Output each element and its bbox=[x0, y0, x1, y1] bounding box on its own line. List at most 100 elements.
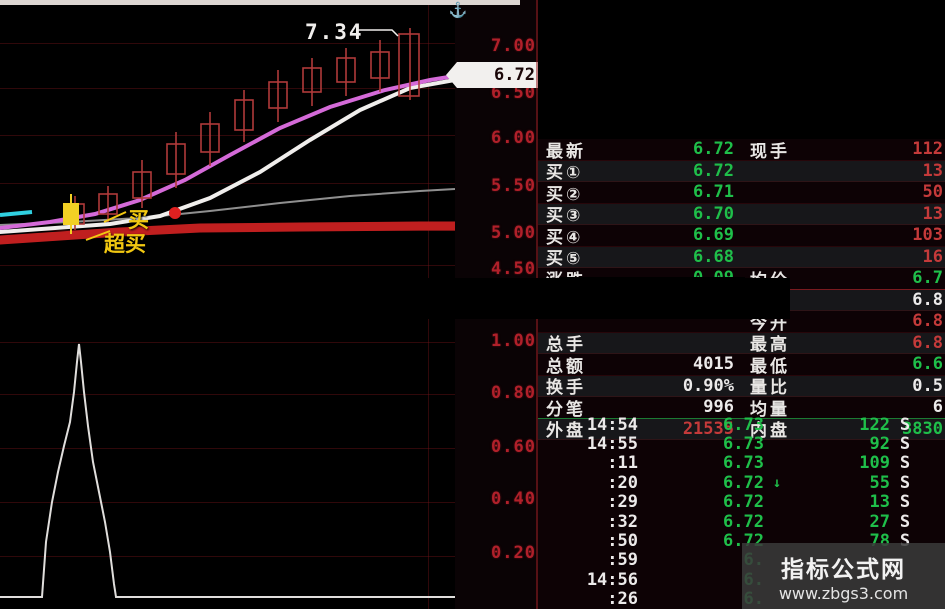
axis-tick: 6.50 bbox=[491, 83, 536, 103]
tick-price: 6.73 bbox=[723, 414, 764, 435]
tick-direction-arrow: ↓ bbox=[772, 474, 782, 491]
quote-row[interactable]: 买⑤ 6.68 16 bbox=[538, 246, 945, 270]
quote-row-value2: 6.7 bbox=[912, 268, 943, 289]
tick-volume: 13 bbox=[869, 492, 890, 513]
quote-row-label: 买① bbox=[546, 163, 584, 184]
axis-tick: 1.00 bbox=[491, 331, 536, 351]
tick-side: S bbox=[899, 531, 911, 552]
window-topbar bbox=[0, 0, 520, 5]
quote-row[interactable]: 总手 最高 6.8 bbox=[538, 332, 945, 356]
quote-row-label: 总额 bbox=[546, 356, 586, 377]
quote-row-label: 买③ bbox=[546, 206, 584, 227]
quote-row-value1: 21535 bbox=[682, 418, 734, 439]
quote-row-label2: 量比 bbox=[750, 378, 790, 399]
axis-tick: 6.00 bbox=[491, 128, 536, 148]
high-price-label: 7.34 bbox=[305, 20, 364, 44]
tick-price: 6.72 bbox=[723, 511, 764, 532]
anchor-icon[interactable]: ⚓ bbox=[448, 2, 468, 19]
tick-price: 6.72 bbox=[723, 472, 764, 493]
quote-row[interactable]: 分笔 996 均量 6 bbox=[538, 397, 945, 420]
indicator-series-svg bbox=[0, 343, 455, 598]
tick-price: 6.73 bbox=[723, 453, 764, 474]
tick-row[interactable]: :50 6.72 78 S bbox=[538, 531, 945, 552]
quote-row[interactable]: 买② 6.71 50 bbox=[538, 182, 945, 205]
tick-side: S bbox=[899, 414, 911, 435]
quote-row-value1: 6.69 bbox=[693, 225, 734, 246]
gridline bbox=[0, 502, 455, 503]
tick-row[interactable]: :29 6.72 13 S bbox=[538, 492, 945, 513]
tick-row[interactable]: :32 6.72 27 S bbox=[538, 511, 945, 532]
annotation-buy: 买 bbox=[128, 208, 149, 232]
annotation-overbought: 超买 bbox=[104, 232, 146, 256]
price-chart-pane[interactable]: 7.34 买 超买 bbox=[0, 0, 455, 322]
tick-side: S bbox=[899, 511, 911, 532]
tick-row[interactable]: :11 6.73 109 S bbox=[538, 453, 945, 474]
tick-row[interactable]: :20 6.72 ↓ 55 S bbox=[538, 472, 945, 493]
quote-row-value2: 3830 bbox=[902, 418, 943, 439]
tick-time: 14:56 bbox=[586, 569, 638, 590]
quote-row-label: 换手 bbox=[546, 378, 586, 399]
axis-tick: 0.80 bbox=[491, 383, 536, 403]
redaction-overlay-quote bbox=[560, 277, 745, 319]
indicator-chart-pane[interactable] bbox=[0, 322, 455, 609]
axis-tick: 5.50 bbox=[491, 176, 536, 196]
quote-row-label: 买⑤ bbox=[546, 249, 584, 270]
gridline bbox=[0, 556, 455, 557]
price-series-svg bbox=[0, 28, 455, 245]
quote-row-value2: 112 bbox=[912, 139, 943, 160]
quote-row-value1: 996 bbox=[703, 397, 734, 418]
quote-row-value2: 6 bbox=[932, 397, 943, 418]
tick-price: 6.72 bbox=[723, 492, 764, 513]
quote-row[interactable]: 外盘 21535 内盘 3830 bbox=[538, 418, 945, 442]
quote-row-label: 买④ bbox=[546, 227, 584, 248]
quote-row-value1: 6.71 bbox=[693, 182, 734, 203]
gridline bbox=[0, 265, 455, 266]
quote-row-value2: 6.6 bbox=[912, 354, 943, 375]
quote-row-value1: 6.68 bbox=[693, 246, 734, 267]
tick-time: :20 bbox=[607, 472, 638, 493]
tick-row[interactable]: 14:54 6.73 122 S bbox=[538, 414, 945, 435]
tick-side: S bbox=[899, 453, 911, 474]
price-axis: 7.00 6.50 6.00 5.50 5.00 4.50 1.00 0.80 … bbox=[446, 0, 540, 609]
quote-row-label: 买② bbox=[546, 184, 584, 205]
quote-row-label: 分笔 bbox=[546, 399, 586, 420]
tick-volume: 27 bbox=[869, 511, 890, 532]
watermark-url: www.zbgs3.com bbox=[778, 583, 909, 603]
tick-price: 6.73 bbox=[723, 434, 764, 455]
tick-time: 14:55 bbox=[586, 434, 638, 455]
axis-tick: 7.00 bbox=[491, 36, 536, 56]
quote-row-label: 总手 bbox=[546, 335, 586, 356]
tick-time: :26 bbox=[607, 589, 638, 609]
gridline bbox=[0, 394, 455, 395]
quote-row-label2: 内盘 bbox=[750, 421, 790, 442]
tick-volume: 109 bbox=[859, 453, 890, 474]
axis-tick: 5.00 bbox=[491, 223, 536, 243]
tick-volume: 55 bbox=[869, 472, 890, 493]
tick-time: :11 bbox=[607, 453, 638, 474]
quote-row-label2: 最低 bbox=[750, 356, 790, 377]
tick-time: :59 bbox=[607, 550, 638, 571]
axis-tick: 4.50 bbox=[491, 259, 536, 279]
quote-row[interactable]: 最新 6.72 现手 112 bbox=[538, 139, 945, 162]
quote-row-value2: 50 bbox=[922, 182, 943, 203]
tick-side: S bbox=[899, 492, 911, 513]
gridline bbox=[0, 43, 455, 44]
tick-row[interactable]: 14:55 6.73 92 S bbox=[538, 434, 945, 455]
gridline bbox=[0, 183, 455, 184]
quote-row-label2: 最高 bbox=[750, 335, 790, 356]
tick-time: 14:54 bbox=[586, 414, 638, 435]
tick-volume: 92 bbox=[869, 434, 890, 455]
quote-row[interactable]: 买① 6.72 13 bbox=[538, 160, 945, 184]
axis-tick: 0.40 bbox=[491, 489, 536, 509]
quote-row-label2: 现手 bbox=[750, 141, 790, 162]
axis-tick: 0.20 bbox=[491, 543, 536, 563]
gridline bbox=[428, 0, 429, 322]
gridline bbox=[0, 135, 455, 136]
quote-row[interactable]: 总额 4015 最低 6.6 bbox=[538, 354, 945, 377]
current-price-tag: 6.72 bbox=[446, 62, 539, 88]
quote-row[interactable]: 换手 0.90% 量比 0.5 bbox=[538, 375, 945, 399]
quote-row[interactable]: 买③ 6.70 13 bbox=[538, 203, 945, 227]
quote-row-value2: 6.8 bbox=[912, 332, 943, 353]
quote-row[interactable]: 买④ 6.69 103 bbox=[538, 225, 945, 248]
